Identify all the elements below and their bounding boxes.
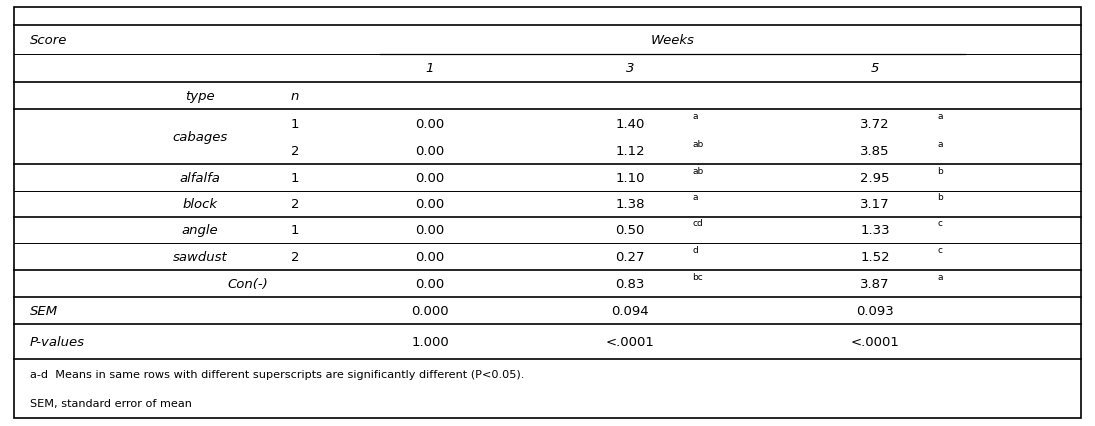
Text: 1.38: 1.38: [615, 198, 645, 211]
Text: 1.10: 1.10: [615, 172, 645, 184]
Text: 0.00: 0.00: [415, 250, 445, 263]
Text: a-d  Means in same rows with different superscripts are significantly different : a-d Means in same rows with different su…: [30, 369, 525, 379]
Text: d: d: [692, 245, 699, 254]
Text: 1.12: 1.12: [615, 145, 645, 158]
Text: 0.00: 0.00: [415, 198, 445, 211]
Text: 1: 1: [291, 224, 299, 237]
Text: c: c: [937, 245, 943, 254]
Text: 0.00: 0.00: [415, 145, 445, 158]
Text: 3.72: 3.72: [861, 117, 890, 130]
Text: 0.094: 0.094: [611, 304, 649, 317]
Text: 5: 5: [871, 62, 879, 75]
Text: 3: 3: [626, 62, 634, 75]
Text: Weeks: Weeks: [650, 34, 694, 47]
Text: 1: 1: [426, 62, 435, 75]
Text: a: a: [937, 140, 943, 149]
Text: b: b: [937, 167, 943, 176]
Text: a: a: [937, 272, 943, 281]
Text: <.0001: <.0001: [851, 335, 899, 348]
Text: b: b: [937, 193, 943, 202]
Text: 0.00: 0.00: [415, 224, 445, 237]
Text: cd: cd: [692, 219, 703, 228]
Text: n: n: [291, 90, 299, 103]
Text: 1.33: 1.33: [861, 224, 890, 237]
Text: 3.87: 3.87: [861, 277, 890, 290]
Text: cabages: cabages: [172, 131, 228, 144]
Text: SEM, standard error of mean: SEM, standard error of mean: [30, 399, 192, 409]
Text: block: block: [183, 198, 218, 211]
Text: 0.000: 0.000: [412, 304, 449, 317]
Text: 0.00: 0.00: [415, 277, 445, 290]
Text: 3.17: 3.17: [861, 198, 890, 211]
Text: 0.27: 0.27: [615, 250, 645, 263]
Text: 1: 1: [291, 172, 299, 184]
Text: 0.83: 0.83: [615, 277, 645, 290]
Text: alfalfa: alfalfa: [180, 172, 220, 184]
Text: 3.85: 3.85: [861, 145, 890, 158]
Text: a: a: [692, 193, 698, 202]
Text: angle: angle: [182, 224, 218, 237]
Text: bc: bc: [692, 272, 703, 281]
Text: 1.52: 1.52: [861, 250, 890, 263]
Text: 2: 2: [291, 145, 299, 158]
Text: SEM: SEM: [30, 304, 58, 317]
Text: 0.50: 0.50: [615, 224, 645, 237]
Text: P-values: P-values: [30, 335, 85, 348]
Text: type: type: [185, 90, 215, 103]
Text: 1.40: 1.40: [615, 117, 645, 130]
Text: 2: 2: [291, 198, 299, 211]
Text: 1: 1: [291, 117, 299, 130]
Text: Con(-): Con(-): [227, 277, 268, 290]
Text: <.0001: <.0001: [606, 335, 655, 348]
Text: a: a: [937, 112, 943, 121]
Text: 0.093: 0.093: [856, 304, 894, 317]
Text: 2: 2: [291, 250, 299, 263]
Text: 1.000: 1.000: [411, 335, 449, 348]
Text: 2.95: 2.95: [861, 172, 890, 184]
Text: ab: ab: [692, 140, 704, 149]
Text: Score: Score: [30, 34, 68, 47]
Text: a: a: [692, 112, 698, 121]
Text: 0.00: 0.00: [415, 117, 445, 130]
Text: c: c: [937, 219, 943, 228]
Text: ab: ab: [692, 167, 704, 176]
Text: 0.00: 0.00: [415, 172, 445, 184]
Text: sawdust: sawdust: [173, 250, 228, 263]
